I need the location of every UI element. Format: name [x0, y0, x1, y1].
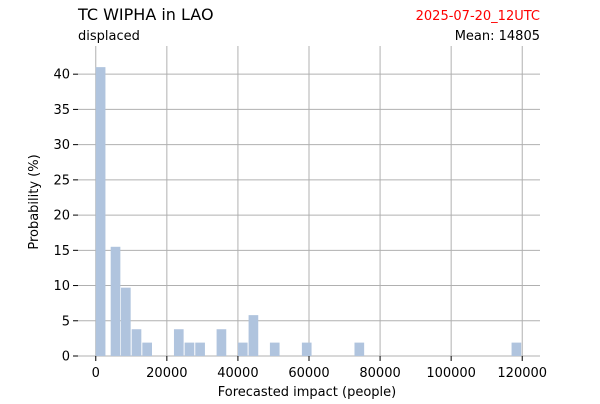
- x-tick-label: 80000: [359, 366, 400, 381]
- y-tick-label: 15: [53, 244, 70, 259]
- chart-subtitle: displaced: [78, 29, 140, 44]
- y-tick-label: 25: [53, 173, 70, 188]
- histogram-bar: [511, 342, 522, 356]
- y-tick-label: 35: [53, 103, 70, 118]
- histogram-bar: [121, 287, 131, 356]
- x-tick-label: 40000: [217, 366, 258, 381]
- y-tick-label: 20: [53, 209, 70, 224]
- histogram-bar: [142, 342, 152, 356]
- histogram-bar: [173, 329, 184, 356]
- x-tick-label: 100000: [426, 366, 476, 381]
- y-tick-label: 40: [53, 68, 70, 83]
- histogram-bar: [216, 329, 227, 356]
- histogram-bar: [354, 342, 365, 356]
- y-tick-label: 10: [53, 279, 70, 294]
- x-tick-label: 20000: [146, 366, 187, 381]
- x-tick-label: 60000: [288, 366, 329, 381]
- histogram-bar: [237, 342, 248, 356]
- y-axis-label: Probability (%): [27, 154, 42, 249]
- x-axis-label: Forecasted impact (people): [218, 385, 396, 400]
- histogram-bar: [269, 342, 280, 356]
- histogram-bar: [110, 246, 121, 356]
- x-tick-label: 0: [92, 366, 100, 381]
- histogram-bar: [95, 67, 106, 357]
- y-tick-label: 30: [53, 138, 70, 153]
- histogram-bar: [184, 342, 195, 356]
- histogram-bar: [195, 342, 205, 356]
- histogram-bar: [301, 342, 312, 356]
- x-tick-label: 120000: [497, 366, 547, 381]
- histogram-bar: [131, 329, 142, 356]
- y-tick-label: 5: [62, 314, 70, 329]
- date-label: 2025-07-20_12UTC: [416, 9, 540, 24]
- mean-label: Mean: 14805: [455, 29, 540, 44]
- y-tick-label: 0: [62, 350, 70, 365]
- histogram-bar: [248, 315, 259, 356]
- chart-title: TC WIPHA in LAO: [77, 5, 214, 24]
